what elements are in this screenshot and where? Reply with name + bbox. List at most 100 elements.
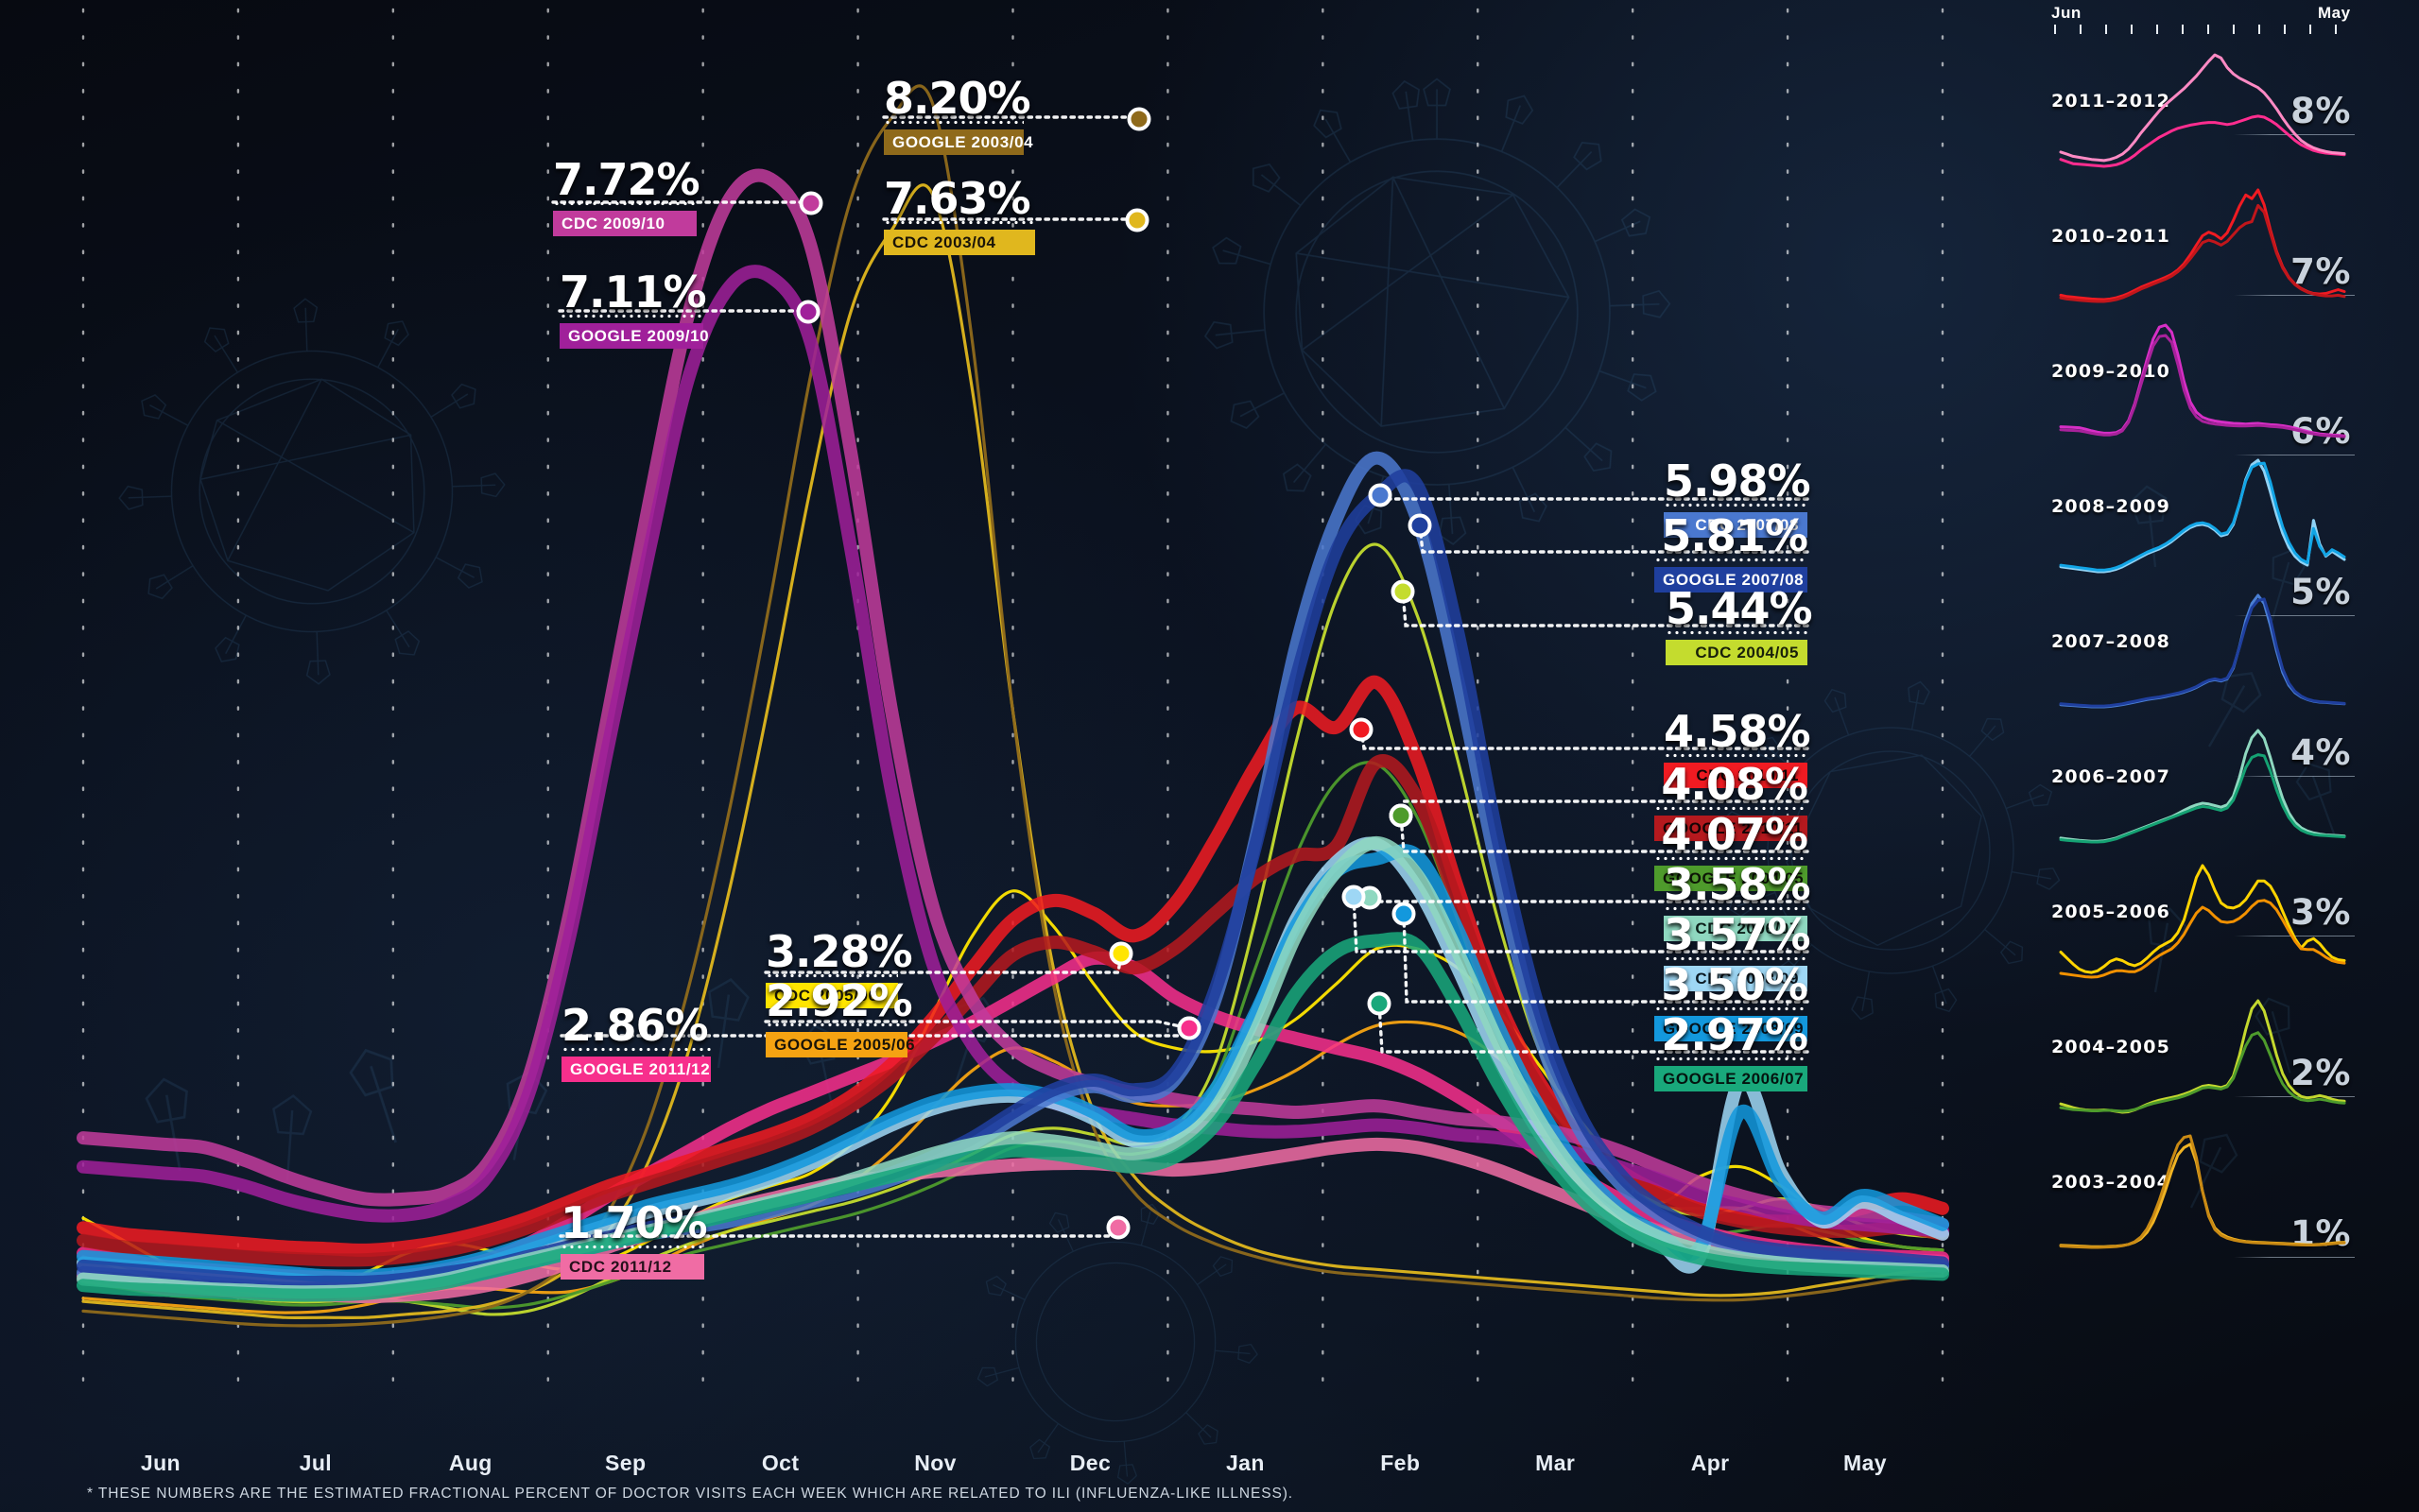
sparkline-path-cdc-2008-09	[2059, 458, 2346, 574]
series-line-cdc-2003-04	[81, 183, 1944, 1320]
callout-dash-rule-cdc-2003-04	[884, 220, 1035, 226]
callout-tag-google-2009-10[interactable]: GOOGLE 2009/10	[560, 323, 709, 350]
callout-google-2008-09: 3.50% GOOGLE 2008/09	[1654, 963, 1808, 1042]
callout-value-google-2004-05: 4.07%	[1661, 809, 1808, 860]
callout-tag-cdc-2009-10[interactable]: CDC 2009/10	[553, 211, 697, 237]
callout-tag-google-2008-09[interactable]: GOOGLE 2008/09	[1654, 1016, 1807, 1042]
sparkline-season-label-2005-2006: 2005–2006	[2051, 902, 2171, 922]
callout-tag-google-2011-12[interactable]: GOOGLE 2011/12	[562, 1057, 711, 1083]
y-axis-tick-1: 1%	[2290, 1212, 2351, 1254]
callout-dash-rule-google-2004-05	[1654, 856, 1807, 862]
x-axis-month-mar: Mar	[1535, 1451, 1576, 1475]
callout-cdc-2004-05: 5.44% CDC 2004/05	[1666, 583, 1813, 666]
callout-value-cdc-2008-09: 3.57%	[1664, 909, 1811, 960]
callout-tag-google-2005-06[interactable]: GOOGLE 2005/06	[766, 1032, 915, 1058]
callout-value-cdc-2007-08: 5.98%	[1664, 455, 1811, 507]
sparkline-path-cdc-2009-10	[2059, 323, 2346, 438]
callout-value-cdc-2011-12: 1.70%	[561, 1197, 708, 1248]
callout-tag-cdc-2010-11[interactable]: CDC 2010/11	[1664, 763, 1807, 789]
sparkline-2011-2012	[2059, 53, 2346, 168]
sparkline-2008-2009	[2059, 458, 2346, 574]
callout-value-cdc-2004-05: 5.44%	[1666, 583, 1813, 634]
sparkline-path-cdc-2011-12	[2059, 114, 2346, 168]
sparkline-path-cdc-2006-07	[2059, 729, 2346, 843]
callout-value-google-2005-06: 2.92%	[766, 975, 913, 1026]
callout-dash-rule-cdc-2007-08	[1664, 503, 1807, 508]
sparkline-path-google-2010-11	[2059, 203, 2346, 303]
x-axis-month-oct: Oct	[761, 1451, 800, 1475]
callout-dash-rule-google-2010-11	[1654, 806, 1807, 812]
sparkline-2006-2007	[2059, 729, 2346, 844]
callout-value-cdc-2009-10: 7.72%	[553, 154, 700, 205]
callout-tag-cdc-2004-05[interactable]: CDC 2004/05	[1666, 640, 1807, 666]
callout-value-google-2006-07: 2.97%	[1661, 1009, 1808, 1060]
x-axis-month-jun: Jun	[140, 1451, 181, 1475]
x-axis-month-jul: Jul	[299, 1451, 333, 1475]
x-axis-month-sep: Sep	[605, 1451, 647, 1475]
y-axis-tick-5: 5%	[2290, 571, 2351, 612]
callout-dash-rule-cdc-2006-07	[1664, 906, 1807, 912]
callout-value-cdc-2010-11: 4.58%	[1664, 706, 1811, 757]
sparkline-season-label-2006-2007: 2006–2007	[2051, 766, 2171, 787]
sparkline-path-google-2003-04	[2059, 1134, 2346, 1249]
sparkline-path-google-2008-09	[2059, 461, 2346, 572]
callout-cdc-2011-12: 1.70% CDC 2011/12	[561, 1197, 708, 1280]
callout-tag-cdc-2008-09[interactable]: CDC 2008/09	[1664, 966, 1807, 992]
callout-value-google-2010-11: 4.08%	[1661, 759, 1808, 810]
sparkline-path-google-2009-10	[2059, 334, 2346, 438]
sparkline-2010-2011	[2059, 188, 2346, 303]
sparkline-path-google-2006-07	[2059, 753, 2346, 844]
sparkline-path-cdc-2005-06	[2059, 864, 2346, 974]
callout-value-cdc-2005-06: 3.28%	[766, 926, 913, 977]
callout-value-google-2011-12: 2.86%	[562, 1000, 709, 1051]
callout-dash-rule-cdc-2008-09	[1664, 956, 1807, 962]
callout-tag-google-2004-05[interactable]: GOOGLE 2004/05	[1654, 866, 1807, 892]
season-sparkline-panel: Jun May 2011–2012 2010–2011 2009–2010 2008–20…	[2051, 0, 2419, 1266]
callout-tag-cdc-2003-04[interactable]: CDC 2003/04	[884, 230, 1035, 256]
y-axis-tick-4: 4%	[2290, 731, 2351, 773]
callout-cdc-2006-07: 3.58% CDC 2006/07	[1664, 863, 1811, 942]
sparkline-season-label-2010-2011: 2010–2011	[2051, 226, 2171, 247]
sparkline-season-label-2008-2009: 2008–2009	[2051, 496, 2171, 517]
callout-dash-rule-cdc-2010-11	[1664, 753, 1807, 759]
y-axis-tick-8: 8%	[2290, 90, 2351, 131]
sparkline-path-cdc-2004-05	[2059, 999, 2346, 1114]
callout-dash-rule-google-2003-04	[884, 120, 1024, 126]
sparkline-season-label-2011-2012: 2011–2012	[2051, 91, 2171, 112]
x-axis-month-feb: Feb	[1380, 1451, 1421, 1475]
callout-tag-google-2003-04[interactable]: GOOGLE 2003/04	[884, 129, 1033, 156]
callout-google-2009-10: 7.11% GOOGLE 2009/10	[560, 266, 709, 350]
callout-dash-rule-google-2007-08	[1654, 558, 1807, 563]
callout-dash-rule-google-2006-07	[1654, 1057, 1807, 1062]
callout-value-google-2009-10: 7.11%	[560, 266, 707, 318]
sparkline-2003-2004	[2059, 1134, 2346, 1249]
callout-value-cdc-2003-04: 7.63%	[884, 173, 1031, 224]
callout-tag-google-2006-07[interactable]: GOOGLE 2006/07	[1654, 1066, 1807, 1092]
callout-google-2010-11: 4.08% GOOGLE 2010/11	[1654, 759, 1808, 842]
y-axis-rule-4	[2234, 775, 2355, 777]
callout-tag-cdc-2005-06[interactable]: CDC 2005/06	[766, 983, 898, 1009]
callout-dash-rule-cdc-2009-10	[553, 201, 697, 207]
footnote: * THESE NUMBERS ARE THE ESTIMATED FRACTI…	[87, 1486, 1293, 1502]
callout-google-2006-07: 2.97% GOOGLE 2006/07	[1654, 1009, 1808, 1092]
sparkline-path-google-2005-06	[2059, 899, 2346, 979]
callout-value-google-2007-08: 5.81%	[1661, 510, 1808, 561]
callout-tag-cdc-2011-12[interactable]: CDC 2011/12	[561, 1254, 704, 1280]
y-axis-rule-5	[2234, 614, 2355, 616]
callout-cdc-2007-08: 5.98% CDC 2007/08	[1664, 455, 1811, 539]
callout-tag-cdc-2006-07[interactable]: CDC 2006/07	[1664, 916, 1807, 942]
callout-dash-rule-google-2009-10	[560, 314, 703, 319]
sparkline-path-google-2007-08	[2059, 597, 2346, 708]
callout-cdc-2003-04: 7.63% CDC 2003/04	[884, 173, 1035, 256]
callout-tag-google-2010-11[interactable]: GOOGLE 2010/11	[1654, 816, 1807, 842]
sparkline-path-google-2011-12	[2059, 53, 2346, 163]
callout-google-2004-05: 4.07% GOOGLE 2004/05	[1654, 809, 1808, 892]
callout-tag-google-2007-08[interactable]: GOOGLE 2007/08	[1654, 567, 1807, 593]
callout-cdc-2008-09: 3.57% CDC 2008/09	[1664, 909, 1811, 992]
callout-tag-cdc-2007-08[interactable]: CDC 2007/08	[1664, 512, 1807, 539]
x-axis-month-aug: Aug	[448, 1451, 492, 1475]
x-axis-month-apr: Apr	[1690, 1451, 1730, 1475]
sparkline-2004-2005	[2059, 999, 2346, 1114]
sparkline-2009-2010	[2059, 323, 2346, 438]
